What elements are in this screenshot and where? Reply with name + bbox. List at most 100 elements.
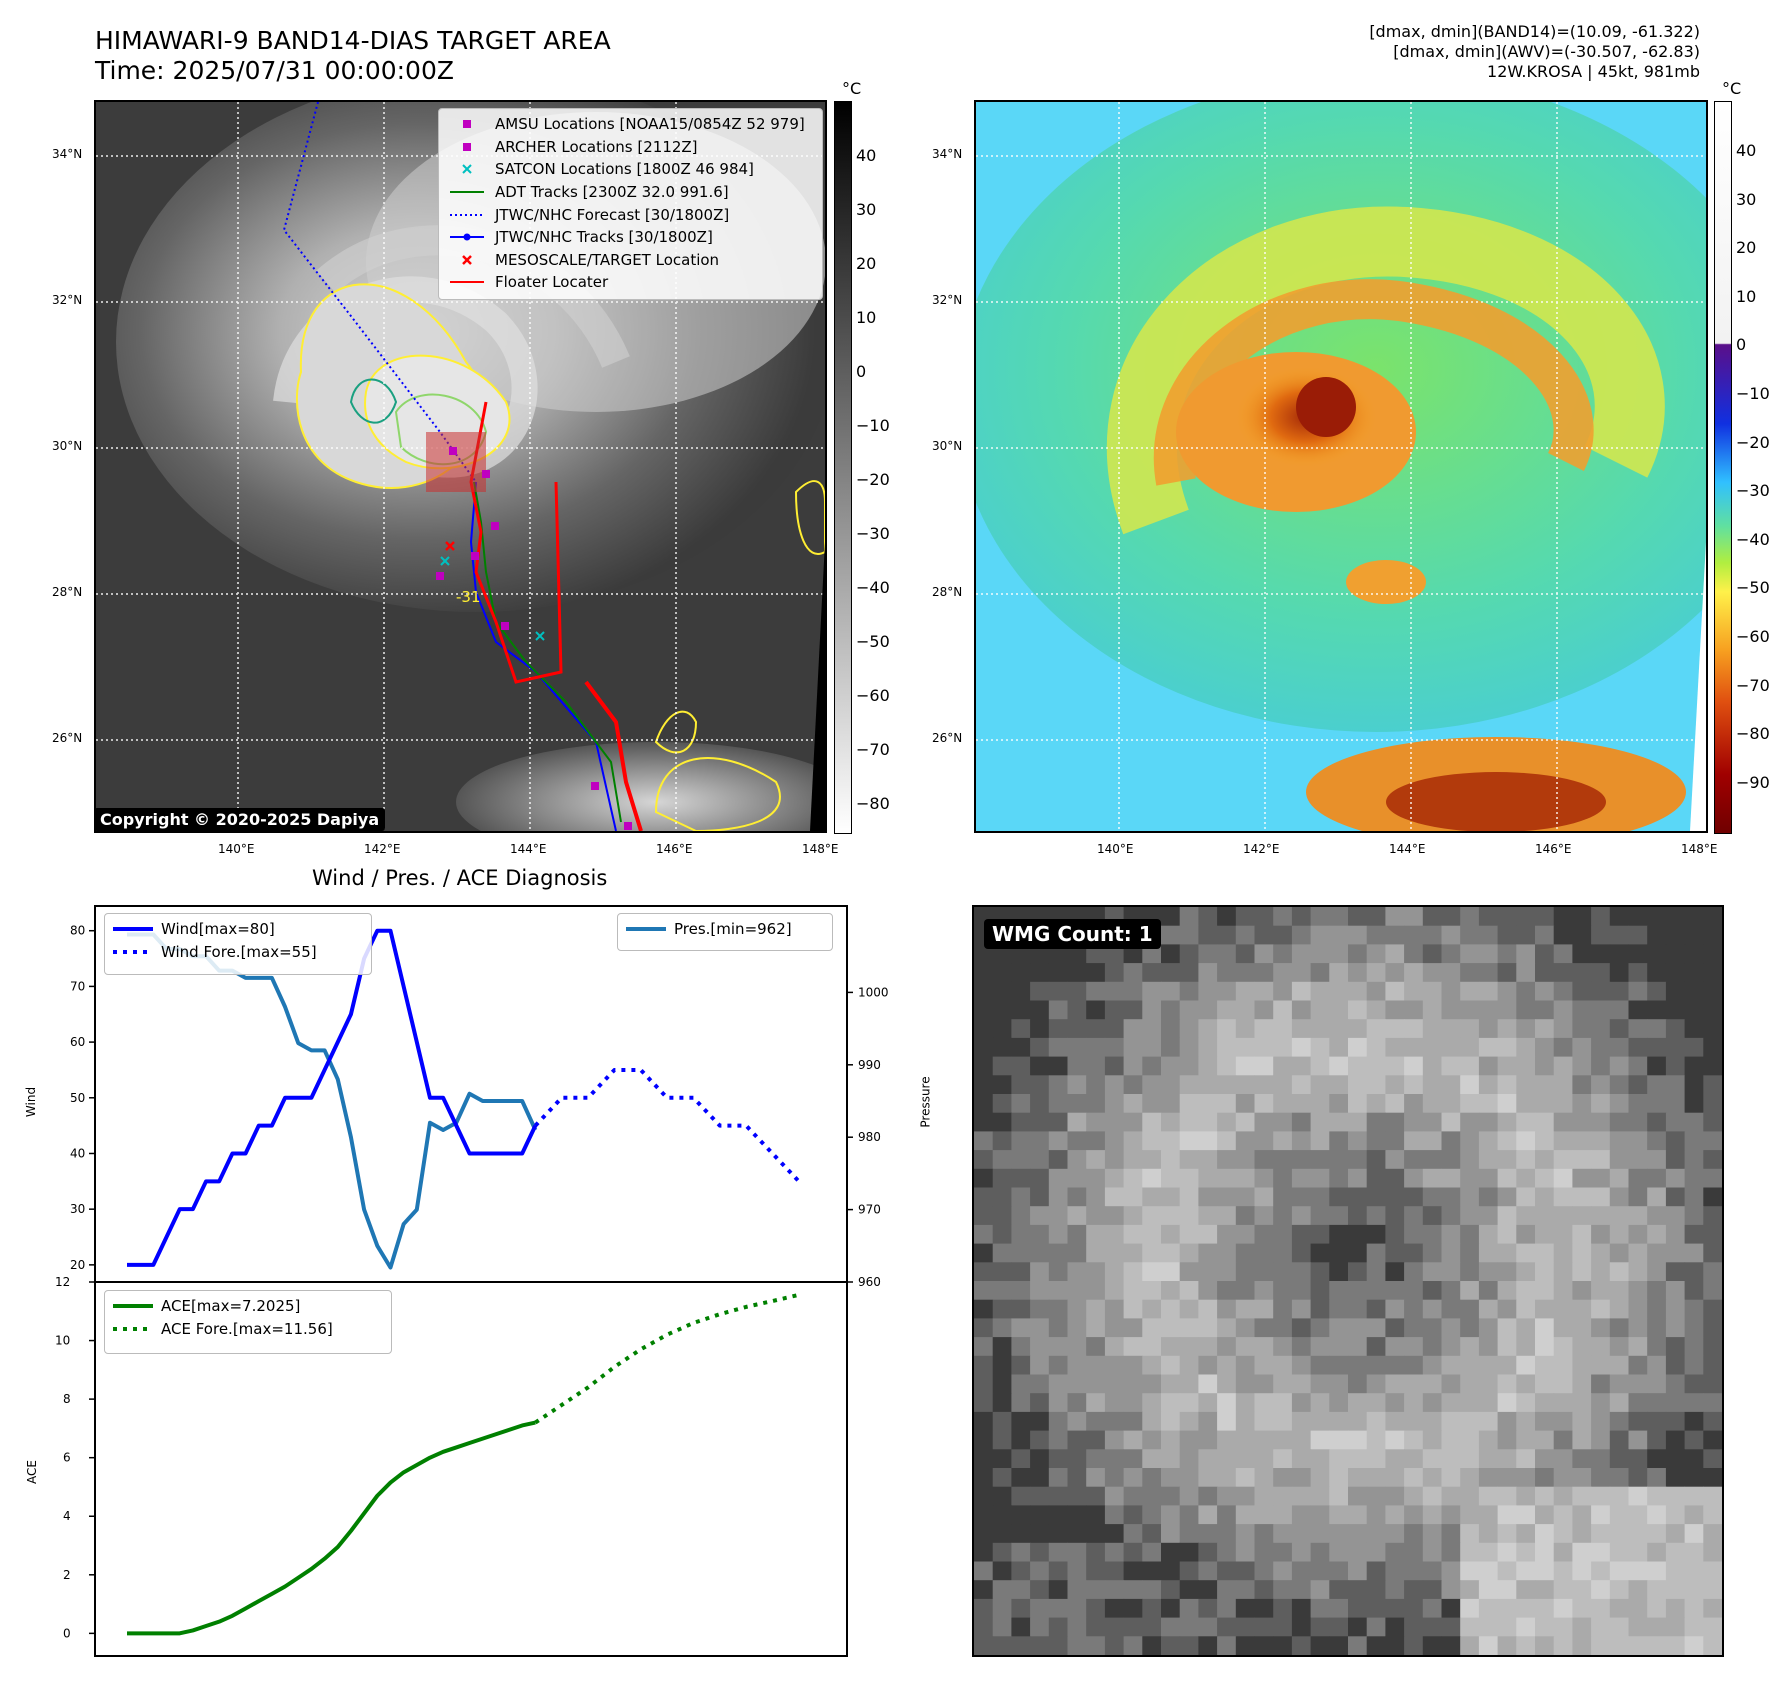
- wmg-pixel: [1684, 1299, 1704, 1319]
- wmg-pixel: [974, 1636, 994, 1655]
- wmg-pixel: [1104, 1168, 1125, 1188]
- wmg-pixel: [1329, 1355, 1349, 1375]
- wmg-pixel: [1067, 1019, 1087, 1039]
- wmg-pixel: [992, 1019, 1012, 1039]
- wmg-pixel: [1366, 1486, 1386, 1506]
- wmg-pixel: [1366, 1150, 1386, 1170]
- wmg-pixel: [1254, 1094, 1274, 1114]
- wmg-pixel: [1404, 1318, 1424, 1338]
- wmg-pixel: [1591, 1524, 1611, 1544]
- wmg-pixel: [1030, 1393, 1050, 1413]
- wmg-pixel: [1366, 1524, 1386, 1544]
- wmg-pixel: [1254, 1000, 1274, 1020]
- wmg-pixel: [1366, 1505, 1386, 1525]
- wmg-pixel: [1179, 925, 1199, 945]
- wmg-pixel: [1591, 1468, 1611, 1488]
- wmg-pixel: [1478, 1561, 1499, 1581]
- wmg-pixel: [1348, 1468, 1368, 1488]
- wmg-pixel: [1591, 1393, 1611, 1413]
- wmg-pixel: [1441, 1617, 1461, 1637]
- wmg-pixel: [1161, 1224, 1181, 1245]
- wmg-pixel: [1703, 1580, 1722, 1600]
- wmg-pixel: [1011, 1168, 1031, 1188]
- wmg-pixel: [1441, 1000, 1461, 1020]
- wmg-pixel: [1198, 1449, 1218, 1469]
- wmg-pixel: [1460, 1636, 1480, 1655]
- wmg-pixel: [1516, 1468, 1536, 1488]
- wmg-pixel: [1647, 944, 1667, 964]
- wmg-pixel: [1048, 1206, 1068, 1226]
- wmg-pixel: [1030, 1037, 1050, 1058]
- wmg-pixel: [1478, 1318, 1499, 1338]
- colorbar-gray-tick: −40: [856, 578, 890, 597]
- wmg-pixel: [1703, 1019, 1722, 1039]
- wmg-pixel: [1516, 907, 1536, 927]
- wmg-pixel: [1254, 944, 1274, 964]
- wmg-pixel: [1086, 1486, 1106, 1506]
- wmg-pixel: [1422, 1318, 1442, 1338]
- wmg-pixel: [1104, 1299, 1125, 1319]
- wmg-pixel: [1422, 1131, 1442, 1151]
- wmg-pixel: [1217, 1037, 1237, 1058]
- wmg-pixel: [1142, 1056, 1162, 1076]
- pressure-y-tick-label: 990: [858, 1058, 881, 1072]
- wmg-pixel: [1422, 1430, 1442, 1450]
- wmg-pixel: [1553, 1019, 1573, 1039]
- wmg-pixel: [1366, 1617, 1386, 1637]
- wmg-pixel: [1665, 1580, 1686, 1600]
- wmg-pixel: [1161, 925, 1181, 945]
- wmg-pixel: [1235, 1486, 1255, 1506]
- wmg-pixel: [1254, 1449, 1274, 1469]
- wmg-pixel: [1535, 1393, 1555, 1413]
- ace-y-tick-label: 10: [55, 1334, 70, 1348]
- wmg-pixel: [1291, 1337, 1312, 1357]
- wmg-pixel: [1647, 925, 1667, 945]
- wmg-pixel: [1441, 1094, 1461, 1114]
- wmg-pixel: [1048, 1037, 1068, 1058]
- wmg-pixel: [1609, 1243, 1629, 1263]
- wmg-pixel: [1647, 1075, 1667, 1095]
- wmg-pixel: [1591, 981, 1611, 1001]
- wmg-pixel: [1553, 1355, 1573, 1375]
- wmg-pixel: [1628, 1337, 1648, 1357]
- wmg-pixel: [1235, 907, 1255, 927]
- wmg-pixel: [1254, 1112, 1274, 1132]
- wmg-pixel: [1385, 963, 1405, 983]
- wmg-pixel: [1273, 1374, 1293, 1394]
- wmg-pixel: [1067, 1636, 1087, 1655]
- wmg-pixel: [1291, 1019, 1312, 1039]
- wmg-pixel: [1161, 1187, 1181, 1207]
- wmg-pixel: [1478, 1337, 1499, 1357]
- wmg-pixel: [1254, 1505, 1274, 1525]
- wmg-pixel: [1609, 981, 1629, 1001]
- wmg-pixel: [1030, 944, 1050, 964]
- wmg-pixel: [1441, 1505, 1461, 1525]
- wmg-pixel: [1142, 1037, 1162, 1058]
- wmg-pixel: [1647, 1000, 1667, 1020]
- wmg-pixel: [1348, 1393, 1368, 1413]
- wmg-pixel: [1104, 1037, 1125, 1058]
- wmg-pixel: [992, 981, 1012, 1001]
- wmg-pixel: [1067, 1505, 1087, 1525]
- wmg-pixel: [992, 1486, 1012, 1506]
- wmg-pixel: [1348, 1000, 1368, 1020]
- wmg-pixel: [1011, 944, 1031, 964]
- wmg-pixel: [1385, 1430, 1405, 1450]
- wmg-pixel: [1535, 1505, 1555, 1525]
- wmg-pixel: [1348, 1056, 1368, 1076]
- wmg-pixel: [1366, 1355, 1386, 1375]
- wmg-pixel: [1572, 1112, 1592, 1132]
- wmg-pixel: [1628, 1094, 1648, 1114]
- wmg-pixel: [1291, 1112, 1312, 1132]
- legend-ace: ACE[max=7.2025]: [113, 1297, 301, 1316]
- wmg-pixel: [1329, 1636, 1349, 1655]
- wmg-pixel: [1497, 1355, 1517, 1375]
- wmg-pixel: [1572, 1243, 1592, 1263]
- wmg-pixel: [1591, 944, 1611, 964]
- wmg-pixel: [1217, 1243, 1237, 1263]
- wmg-pixel: [1572, 1037, 1592, 1058]
- wmg-pixel: [1572, 1075, 1592, 1095]
- wmg-pixel: [1329, 1168, 1349, 1188]
- wmg-pixel: [1460, 1112, 1480, 1132]
- wmg-pixel: [1441, 1281, 1461, 1301]
